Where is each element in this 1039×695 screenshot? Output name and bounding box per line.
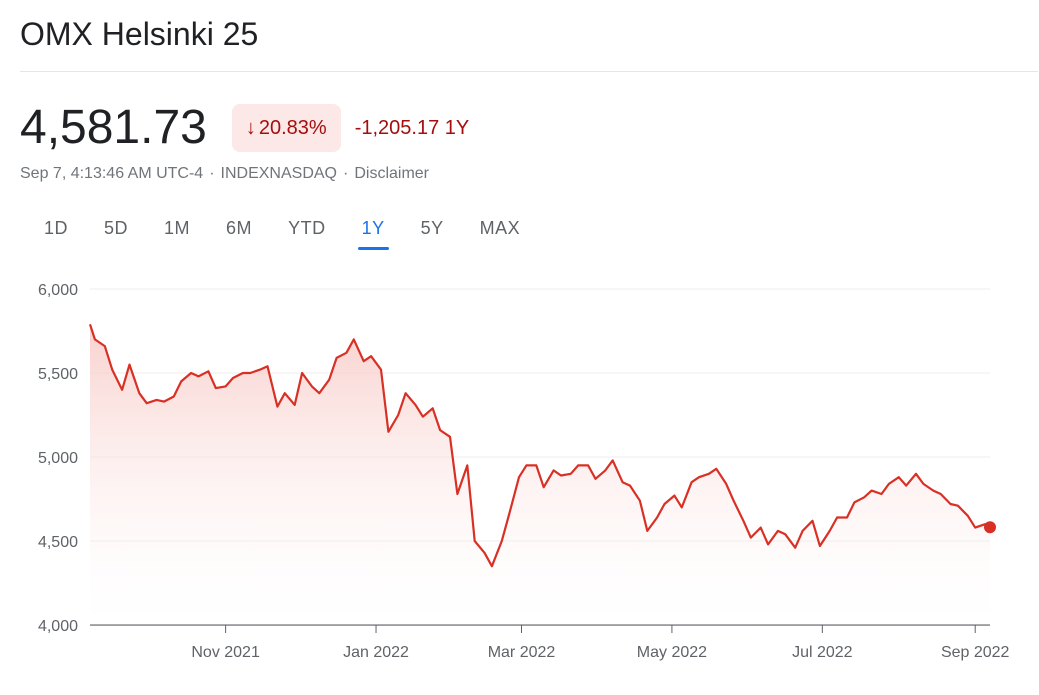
tab-ytd[interactable]: YTD — [288, 218, 326, 238]
change-amount: -1,205.17 — [354, 116, 440, 139]
change-percent-badge: ↓ 20.83% — [231, 104, 341, 152]
x-tick-label: Jan 2022 — [343, 644, 409, 661]
x-tick-label: Nov 2021 — [191, 644, 260, 661]
current-price: 4,581.73 — [20, 101, 207, 154]
price-line — [88, 323, 991, 568]
tab-1d[interactable]: 1D — [44, 218, 69, 238]
x-tick-label: May 2022 — [637, 644, 707, 661]
tab-1y[interactable]: 1Y — [344, 212, 403, 250]
header-divider — [20, 71, 1038, 72]
tab-6m[interactable]: 6M — [226, 218, 253, 238]
exchange-name: INDEXNASDAQ — [220, 165, 337, 182]
page-title: OMX Helsinki 25 — [20, 16, 259, 52]
y-tick-label: 4,500 — [38, 534, 78, 551]
tab-5d[interactable]: 5D — [104, 218, 129, 238]
meta-separator: · — [209, 165, 215, 182]
x-tick-label: Sep 2022 — [941, 644, 1010, 661]
y-tick-label: 5,000 — [38, 450, 78, 467]
y-tick-label: 5,500 — [38, 366, 78, 383]
y-tick-label: 4,000 — [38, 618, 78, 635]
tab-1m[interactable]: 1M — [164, 218, 191, 238]
y-tick-label: 6,000 — [38, 282, 78, 299]
last-price-marker[interactable] — [984, 521, 996, 534]
change-period: 1Y — [444, 116, 470, 139]
arrow-down-icon: ↓ — [245, 116, 256, 139]
disclaimer-link[interactable]: Disclaimer — [354, 165, 429, 182]
meta-separator-2: · — [343, 165, 349, 182]
tab-max[interactable]: MAX — [479, 218, 521, 238]
x-tick-label: Mar 2022 — [488, 644, 556, 661]
price-chart[interactable]: Nov 2021 Jan 2022 Mar 2022 May 2022 Jul 2022… — [0, 270, 1039, 695]
timestamp: Sep 7, 4:13:46 AM UTC-4 — [20, 165, 204, 182]
quote-meta: Sep 7, 4:13:46 AM UTC-4 · INDEXNASDAQ · Disc… — [20, 163, 429, 185]
price-row: 4,581.73 ↓ 20.83% -1,205.17 1Y — [20, 100, 469, 156]
time-range-tabs: 1D 5D 1M 6M YTD 1Y 5Y MAX — [26, 212, 538, 250]
change-value: -1,205.17 1Y — [355, 117, 470, 140]
tab-5y[interactable]: 5Y — [420, 218, 444, 238]
price-area-fill — [90, 324, 990, 625]
change-percent-value: 20.83% — [258, 116, 327, 139]
y-axis: 6,000 5,500 5,000 4,500 4,000 — [38, 282, 78, 635]
x-tick-label: Jul 2022 — [792, 644, 853, 661]
x-axis: Nov 2021 Jan 2022 Mar 2022 May 2022 Jul 2022… — [191, 625, 1010, 661]
area-layer — [88, 323, 996, 625]
